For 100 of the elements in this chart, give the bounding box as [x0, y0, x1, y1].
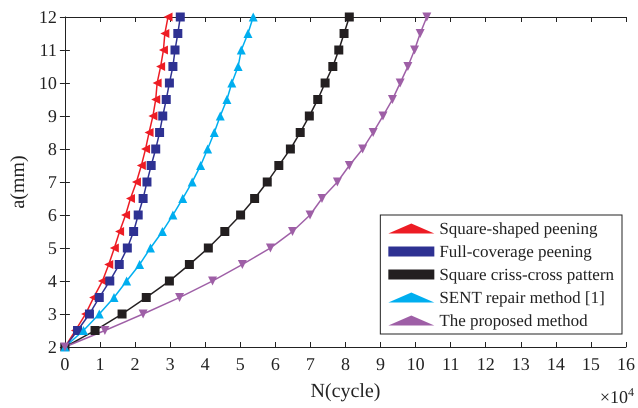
- point: [168, 62, 178, 71]
- point: [126, 194, 135, 203]
- point: [396, 78, 405, 88]
- point: [104, 260, 114, 269]
- point: [155, 128, 164, 137]
- point: [158, 46, 168, 54]
- point: [332, 178, 342, 186]
- point: [288, 227, 297, 236]
- point: [204, 244, 213, 252]
- y-tick-label: 11: [40, 40, 57, 60]
- point: [138, 194, 148, 203]
- point: [306, 210, 315, 220]
- y-tick-label: 8: [48, 139, 57, 159]
- point: [203, 144, 212, 154]
- point: [84, 310, 94, 318]
- point: [142, 178, 152, 186]
- point: [403, 62, 412, 71]
- legend-label: SENT repair method [1]: [439, 288, 605, 307]
- point: [122, 276, 132, 286]
- legend-label: Full-coverage peening: [439, 242, 592, 261]
- x-tick-label: 11: [442, 354, 460, 374]
- point: [416, 29, 425, 38]
- y-tick-label: 4: [48, 271, 57, 291]
- point: [410, 46, 420, 54]
- x-tick-label: 14: [546, 354, 565, 374]
- point: [175, 293, 184, 302]
- point: [238, 260, 247, 269]
- x-axis-title: N(cycle): [310, 380, 380, 402]
- point: [340, 29, 349, 38]
- point: [248, 12, 258, 22]
- x-tick-label: 2: [130, 354, 140, 374]
- point: [313, 95, 322, 104]
- point: [135, 260, 144, 269]
- point: [148, 112, 158, 120]
- legend-label: Square criss-cross pattern: [439, 265, 614, 284]
- point: [344, 161, 354, 170]
- point: [168, 210, 178, 220]
- x-tick-label: 7: [306, 354, 315, 374]
- legend-label: Square-shaped peening: [439, 219, 598, 238]
- point: [144, 128, 154, 137]
- point: [122, 244, 132, 252]
- point: [234, 62, 243, 71]
- point: [274, 161, 284, 170]
- point: [188, 178, 197, 186]
- point: [136, 161, 146, 170]
- point: [344, 12, 354, 22]
- point: [358, 144, 368, 154]
- point: [173, 29, 182, 38]
- point: [170, 46, 180, 54]
- point: [138, 310, 148, 318]
- point: [90, 326, 100, 335]
- point: [378, 112, 388, 120]
- point: [176, 12, 185, 22]
- x-tick-label: 4: [200, 354, 210, 374]
- point: [164, 12, 172, 22]
- point: [208, 276, 218, 286]
- point: [151, 95, 160, 104]
- point: [220, 227, 230, 236]
- x-tick-label: 15: [582, 354, 600, 374]
- point: [78, 326, 88, 335]
- point: [236, 210, 246, 220]
- point: [109, 293, 118, 302]
- point: [388, 95, 397, 104]
- x-tick-label: 9: [376, 354, 386, 374]
- point: [158, 227, 167, 236]
- x-tick-label: 10: [406, 354, 425, 374]
- point: [328, 62, 338, 71]
- x-tick-label: 6: [270, 354, 280, 374]
- point: [114, 260, 124, 269]
- y-tick-label: 5: [48, 238, 57, 258]
- y-tick-label: 9: [48, 106, 57, 126]
- point: [178, 194, 188, 203]
- point: [142, 293, 151, 302]
- point: [164, 78, 174, 88]
- point: [304, 112, 314, 120]
- point: [152, 78, 162, 88]
- point: [317, 194, 326, 203]
- y-tick-label: 2: [48, 337, 57, 357]
- point: [296, 128, 305, 137]
- point: [134, 210, 143, 220]
- point: [164, 276, 174, 286]
- x-tick-label: 8: [340, 354, 350, 374]
- x-tick-label: 5: [236, 354, 245, 374]
- legend-label: The proposed method: [439, 311, 588, 330]
- point: [196, 161, 206, 170]
- point: [94, 310, 104, 318]
- point: [227, 78, 236, 88]
- y-tick-label: 12: [38, 7, 57, 27]
- x-tick-label: 16: [617, 354, 635, 374]
- point: [132, 178, 141, 186]
- x-tick-label: 1: [95, 354, 104, 374]
- point: [266, 244, 275, 252]
- point: [286, 144, 295, 154]
- point: [368, 128, 378, 137]
- point: [156, 62, 166, 71]
- point: [141, 144, 150, 154]
- point: [162, 95, 171, 104]
- x-tick-label: 13: [512, 354, 530, 374]
- point: [100, 326, 110, 335]
- point: [105, 276, 114, 286]
